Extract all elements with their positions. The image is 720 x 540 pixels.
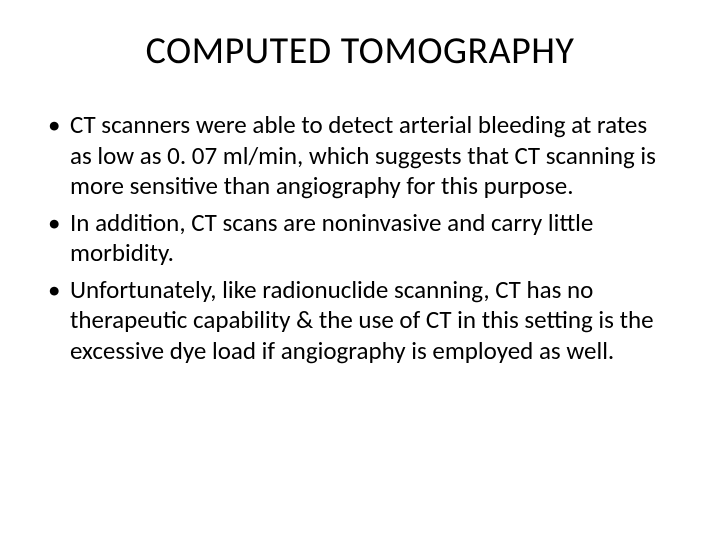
bullet-item: Unfortunately, like radionuclide scannin…	[46, 275, 674, 367]
slide-container: COMPUTED TOMOGRAPHY CT scanners were abl…	[0, 0, 720, 540]
slide-title: COMPUTED TOMOGRAPHY	[46, 28, 674, 74]
bullet-item: CT scanners were able to detect arterial…	[46, 110, 674, 202]
bullet-list: CT scanners were able to detect arterial…	[46, 110, 674, 366]
bullet-item: In addition, CT scans are noninvasive an…	[46, 208, 674, 269]
